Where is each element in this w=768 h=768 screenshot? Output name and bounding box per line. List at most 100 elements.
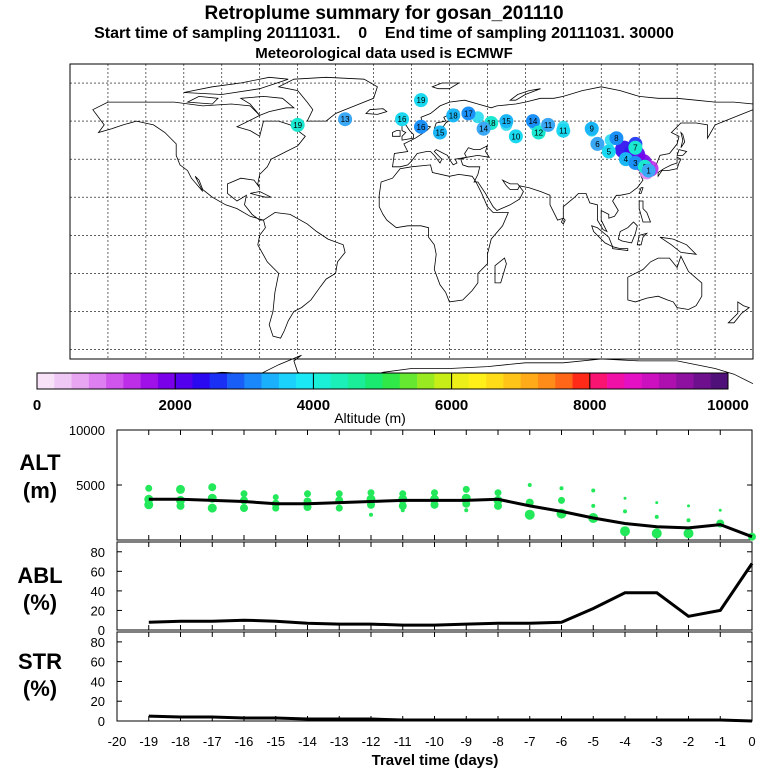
coast-victoria-island xyxy=(186,95,219,105)
altitude-point xyxy=(176,484,185,494)
plume-marker-circle xyxy=(590,136,605,151)
panel-ylabel: ALT xyxy=(19,450,61,475)
panel-abl: 0 20 40 60 80 ABL(%) xyxy=(17,541,754,638)
x-tick-label: -4 xyxy=(619,734,631,749)
plume-marker-label: 16 xyxy=(417,123,426,132)
plume-marker: 19 xyxy=(413,93,428,108)
colorbar-swatch xyxy=(503,373,521,389)
colorbar-swatch xyxy=(175,373,193,389)
x-tick-label: -13 xyxy=(330,734,349,749)
colorbar-swatch xyxy=(106,373,124,389)
plume-marker-circle xyxy=(461,106,476,121)
chart-title: Retroplume summary for gosan_201110 xyxy=(204,3,564,24)
coast-japan xyxy=(657,156,682,178)
plume-marker-label: 15 xyxy=(436,129,445,138)
altitude-point xyxy=(559,486,564,491)
plume-marker-circle xyxy=(395,112,410,127)
panel-alt: 5000 10000 ALT (m) xyxy=(19,423,756,541)
colorbar-swatch xyxy=(589,373,608,389)
plume-marker-label: 18 xyxy=(449,111,458,120)
altitude-point xyxy=(623,509,627,514)
panel-ylabel: (%) xyxy=(23,590,57,615)
plume-marker-label: 11 xyxy=(544,121,553,130)
y-tick-label: 0 xyxy=(98,623,105,638)
plume-marker-circle xyxy=(556,123,571,138)
altitude-point xyxy=(207,503,217,513)
altitude-point xyxy=(176,501,185,510)
panel-frame xyxy=(116,541,753,631)
plume-marker-label: 14 xyxy=(528,117,537,126)
plume-marker-circle xyxy=(541,117,556,132)
plume-marker: 6 xyxy=(590,136,605,151)
plume-marker: 16 xyxy=(395,112,410,127)
colorbar-swatch xyxy=(157,373,176,389)
plume-marker-label: 17 xyxy=(464,109,473,118)
plume-marker-label: 11 xyxy=(559,127,568,136)
plume-marker-label: 19 xyxy=(417,96,426,105)
colorbar-label: Altitude (m) xyxy=(334,410,406,426)
coast-new-zealand xyxy=(727,301,751,324)
altitude-point xyxy=(558,496,565,504)
altitude-point xyxy=(654,514,659,519)
plume-marker: 17 xyxy=(461,106,476,121)
plume-marker: 11 xyxy=(541,117,556,132)
colorbar-swatch xyxy=(607,373,625,389)
altitude-point xyxy=(240,504,248,513)
plume-marker: 8 xyxy=(609,131,624,146)
plume-marker-circle xyxy=(601,144,616,159)
altitude-point xyxy=(367,489,375,497)
colorbar-swatch xyxy=(658,373,677,389)
colorbar-swatch xyxy=(296,373,314,389)
x-tick-label: -16 xyxy=(235,734,254,749)
x-tick-label: -9 xyxy=(460,734,472,749)
colorbar-swatch xyxy=(537,373,556,389)
retroplume-markers: 1918171814101514121111987654321161516191… xyxy=(290,93,659,180)
colorbar-swatch xyxy=(313,373,331,389)
plume-marker-circle xyxy=(525,114,540,129)
plume-marker-label: 8 xyxy=(614,134,619,143)
altitude-point xyxy=(687,504,690,508)
panel-frame xyxy=(116,429,753,541)
x-tick-label: -12 xyxy=(362,734,381,749)
altitude-point xyxy=(464,508,469,513)
colorbar-swatch xyxy=(572,373,591,389)
x-tick-label: -5 xyxy=(587,734,599,749)
altitude-point xyxy=(145,484,153,492)
colorbar-tick-label: 0 xyxy=(33,397,41,414)
plume-marker-circle xyxy=(499,114,514,129)
x-tick-label: 0 xyxy=(748,734,755,749)
x-tick-label: -8 xyxy=(492,734,504,749)
colorbar-swatch xyxy=(468,373,487,389)
panel-str: 0 20 40 60 80 STR(%) xyxy=(18,631,753,729)
plume-marker-label: 12 xyxy=(534,129,543,138)
x-tick-label: -2 xyxy=(683,734,695,749)
y-tick-label: 5000 xyxy=(76,478,105,493)
colorbar-swatch xyxy=(417,373,435,389)
y-tick-label: 20 xyxy=(91,603,105,618)
coast-iceland xyxy=(365,108,388,115)
x-tick-label: -7 xyxy=(524,734,536,749)
coast-baffin xyxy=(239,95,296,116)
colorbar-tick-label: 6000 xyxy=(435,397,468,414)
coast-borneo xyxy=(617,221,638,244)
altitude-point xyxy=(591,503,596,508)
colorbar-tick-label: 10000 xyxy=(707,397,749,414)
plume-marker: 7 xyxy=(628,140,643,155)
altitude-point xyxy=(683,528,694,539)
coast-greenland xyxy=(277,76,378,122)
altitude-point xyxy=(623,496,627,500)
colorbar-swatch xyxy=(641,373,660,389)
x-tick-label: -10 xyxy=(425,734,444,749)
colorbar-swatch xyxy=(209,373,228,389)
panel-ylabel: ABL xyxy=(17,563,62,588)
x-tick-label: -19 xyxy=(139,734,158,749)
x-tick-label: -20 xyxy=(108,734,127,749)
plume-marker-label: 3 xyxy=(633,159,638,168)
coast-australia xyxy=(627,255,703,310)
altitude-point xyxy=(208,483,217,492)
colorbar-swatch xyxy=(88,373,107,389)
met-data-note: Meteorological data used is ECMWF xyxy=(255,45,513,62)
y-tick-label: 60 xyxy=(91,655,105,670)
coast-new-guinea xyxy=(659,236,698,255)
colorbar-tick-label: 8000 xyxy=(573,397,606,414)
